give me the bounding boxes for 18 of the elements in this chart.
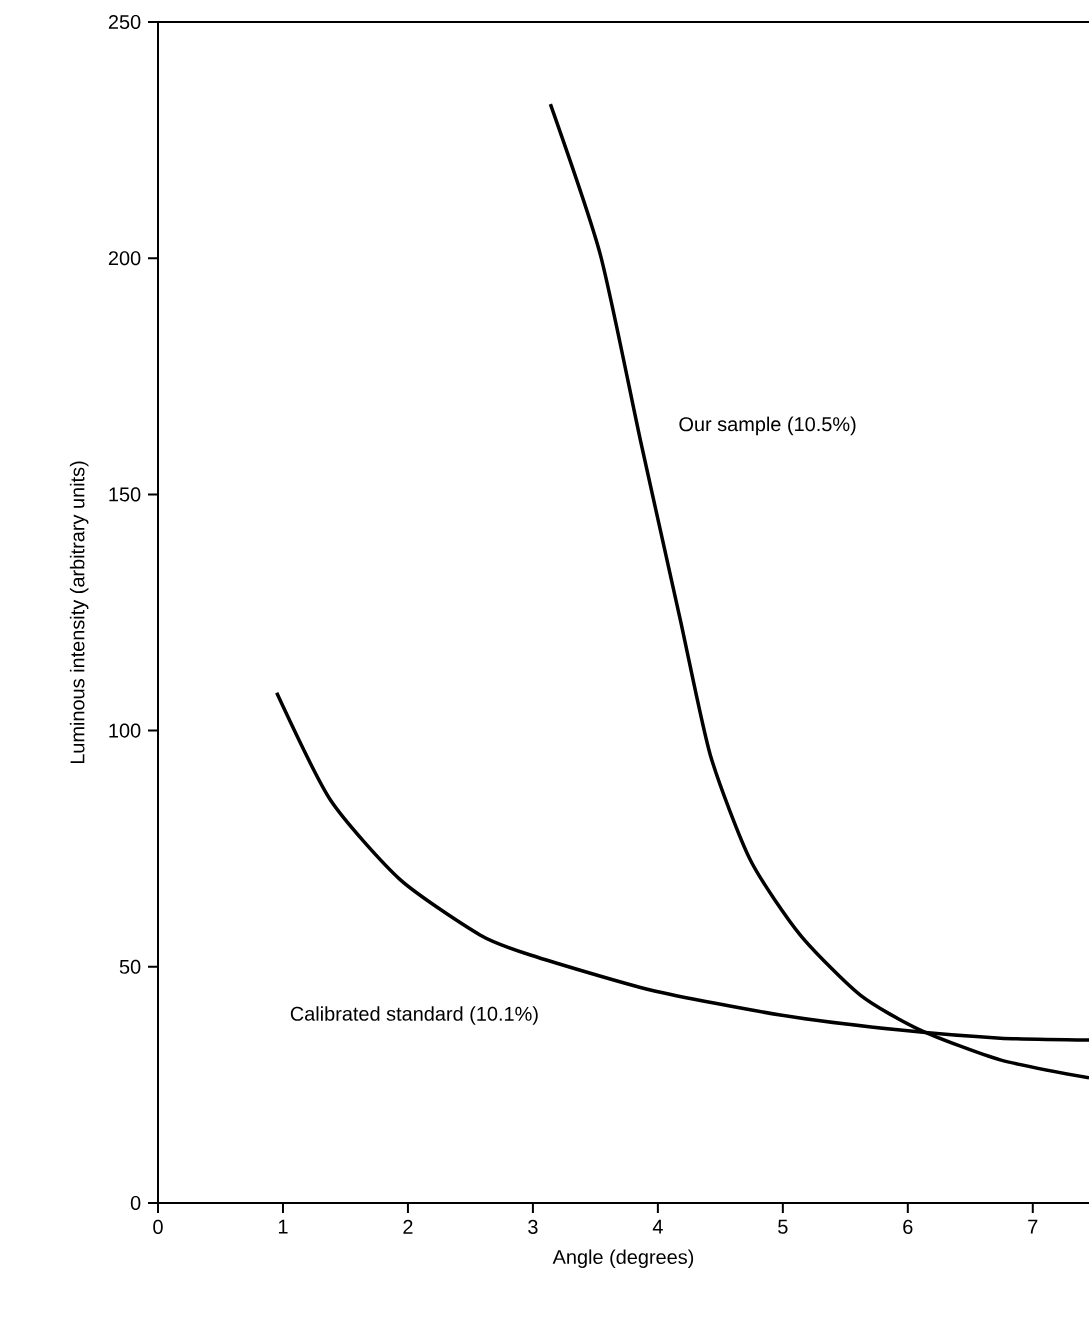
series-label: Our sample (10.5%) bbox=[679, 416, 856, 436]
x-tick-label: 4 bbox=[652, 1219, 663, 1234]
x-tick-label: 1 bbox=[278, 1219, 288, 1234]
y-tick-label: 200 bbox=[108, 251, 141, 266]
x-tick-label: 7 bbox=[1028, 1219, 1038, 1234]
y-axis-title: Luminous intensity (arbitrary units) bbox=[69, 461, 89, 764]
x-axis-title: Angle (degrees) bbox=[552, 1249, 694, 1269]
x-tick-label: 0 bbox=[153, 1219, 163, 1234]
x-tick-label: 5 bbox=[778, 1219, 788, 1234]
y-tick-label: 150 bbox=[109, 487, 141, 502]
x-tick-label: 3 bbox=[528, 1219, 538, 1234]
text: Calibrated standard (10.1%) bbox=[290, 1006, 538, 1025]
y-tick-label: 0 bbox=[130, 1195, 141, 1211]
y-tick-label: 50 bbox=[119, 959, 141, 974]
y-tick-label: 250 bbox=[108, 14, 141, 30]
y-tick-label: 100 bbox=[109, 723, 141, 738]
x-tick-label: 2 bbox=[403, 1219, 413, 1234]
x-tick-label: 6 bbox=[903, 1219, 913, 1234]
